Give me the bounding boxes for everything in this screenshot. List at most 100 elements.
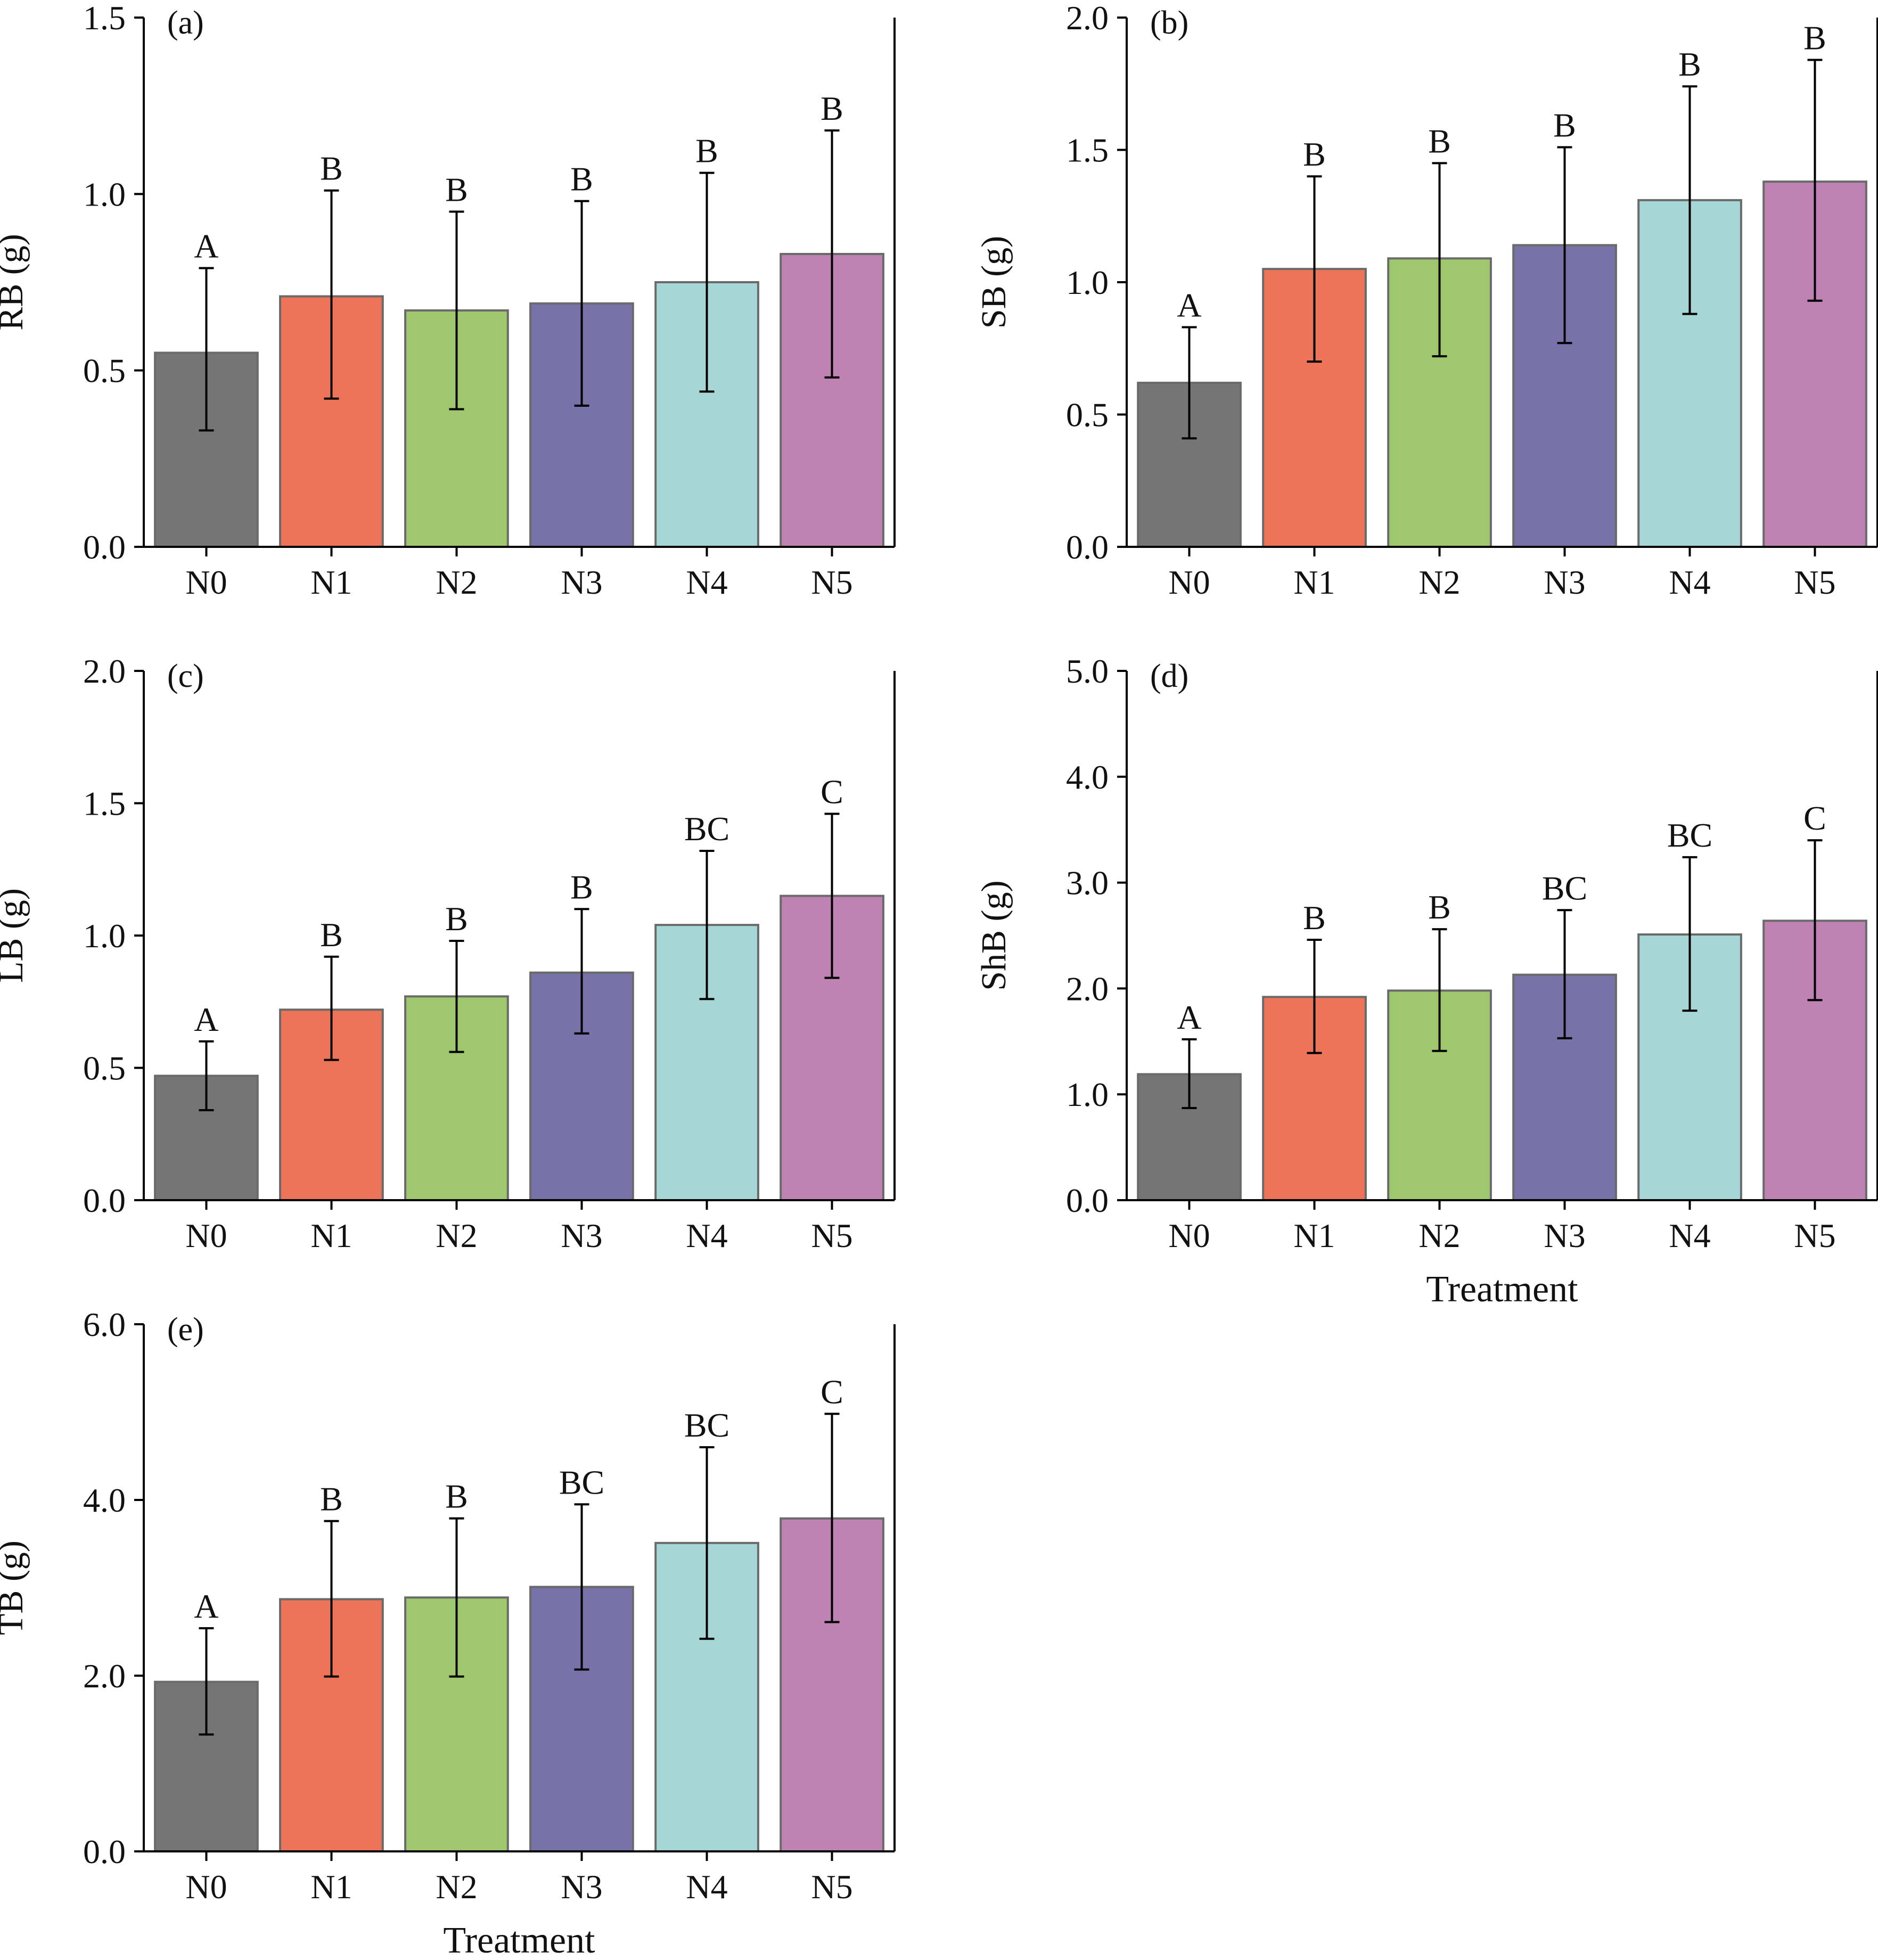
error-bar-n4: [699, 849, 715, 1000]
panel-tag: (e): [167, 1311, 204, 1348]
error-bar-n4: [1682, 85, 1697, 315]
panel-d: A N0 B N1 B N2 BC N3 BC N4 C N5 0.0 1.0 2.0 3.0 4.0 5.0 (d…: [974, 652, 1878, 1310]
x-tick-label: N1: [1293, 1217, 1335, 1254]
error-bar-n2: [1432, 162, 1447, 358]
x-tick-label: N0: [185, 563, 227, 601]
y-tick-label: 2.0: [83, 1657, 126, 1695]
x-tick-label: N4: [1669, 563, 1710, 601]
y-axis-title: RB (g): [0, 234, 30, 331]
significance-label: B: [445, 900, 468, 938]
error-bar-n5: [824, 1413, 840, 1623]
x-tick-label: N5: [1794, 1217, 1835, 1254]
x-axis-title: Treatment: [1426, 1269, 1578, 1310]
x-tick-label: N5: [811, 563, 852, 601]
y-axis-title: LB (g): [0, 888, 30, 983]
error-bar-n3: [574, 908, 589, 1035]
error-bar-n1: [1307, 938, 1322, 1054]
y-tick-label: 2.0: [83, 652, 126, 690]
error-bar-n0: [1182, 326, 1197, 440]
x-tick-label: N2: [1418, 563, 1460, 601]
x-tick-label: N2: [1418, 1217, 1460, 1254]
y-tick-label: 6.0: [83, 1306, 126, 1343]
error-bar-n5: [1807, 839, 1823, 1002]
significance-label: B: [570, 160, 593, 198]
significance-label: C: [821, 773, 843, 810]
significance-label: B: [320, 150, 343, 187]
panel-tag: (b): [1150, 5, 1188, 41]
x-tick-label: N3: [561, 1868, 602, 1906]
significance-label: B: [570, 868, 593, 906]
x-tick-label: N2: [436, 1868, 477, 1906]
panel-tag: (c): [167, 658, 204, 694]
error-bar-n3: [574, 200, 589, 407]
significance-label: A: [1177, 286, 1201, 324]
significance-label: B: [1678, 45, 1701, 83]
significance-label: B: [445, 1478, 468, 1515]
error-bar-n2: [449, 210, 464, 411]
significance-label: C: [1803, 799, 1826, 837]
y-tick-label: 0.5: [83, 352, 126, 390]
significance-label: B: [1428, 888, 1451, 926]
x-tick-label: N5: [811, 1217, 852, 1254]
x-tick-label: N4: [686, 1868, 727, 1906]
significance-label: B: [695, 132, 718, 170]
y-axis-title: TB (g): [0, 1540, 30, 1635]
significance-label: BC: [684, 810, 729, 848]
error-bar-n4: [699, 171, 715, 393]
y-tick-label: 0.0: [83, 1833, 126, 1871]
significance-label: B: [1303, 899, 1326, 937]
error-bar-n0: [199, 1627, 214, 1736]
y-tick-label: 1.5: [83, 785, 126, 823]
y-tick-label: 4.0: [1066, 758, 1109, 796]
error-bar-n4: [1682, 856, 1697, 1012]
significance-label: A: [1177, 998, 1201, 1036]
x-tick-label: N3: [561, 1217, 602, 1254]
y-tick-label: 0.0: [1066, 1182, 1109, 1219]
error-bar-n4: [699, 1446, 715, 1640]
y-tick-label: 1.0: [1066, 264, 1109, 301]
significance-label: B: [821, 89, 843, 127]
error-bar-n0: [199, 1040, 214, 1112]
error-bar-n2: [1432, 928, 1447, 1052]
error-bar-n2: [449, 939, 464, 1053]
significance-label: A: [194, 1587, 218, 1625]
x-tick-label: N3: [1544, 1217, 1585, 1254]
error-bar-n1: [324, 189, 339, 400]
y-tick-label: 1.0: [83, 917, 126, 955]
significance-label: B: [445, 170, 468, 208]
panel-e: A N0 B N1 B N2 BC N3 BC N4 C N5 0.0 2.0 4.0 6.0 (e) TB (g…: [0, 1306, 896, 1960]
y-tick-label: 1.5: [83, 0, 126, 37]
error-bar-n5: [824, 129, 840, 379]
y-tick-label: 2.0: [1066, 0, 1109, 37]
x-tick-label: N4: [686, 1217, 727, 1254]
y-tick-label: 4.0: [83, 1481, 126, 1519]
error-bar-n5: [824, 813, 840, 979]
significance-label: B: [1303, 135, 1326, 173]
significance-label: B: [1803, 19, 1826, 57]
y-tick-label: 0.5: [1066, 396, 1109, 434]
error-bar-n1: [324, 955, 339, 1061]
y-tick-label: 3.0: [1066, 864, 1109, 902]
y-tick-label: 0.0: [83, 528, 126, 566]
y-tick-label: 2.0: [1066, 970, 1109, 1007]
x-tick-label: N3: [1544, 563, 1585, 601]
significance-label: C: [821, 1373, 843, 1410]
y-tick-label: 1.0: [1066, 1076, 1109, 1113]
significance-label: BC: [1667, 816, 1712, 854]
significance-label: B: [1428, 122, 1451, 160]
x-tick-label: N1: [1293, 563, 1335, 601]
x-tick-label: N5: [1794, 563, 1835, 601]
x-tick-label: N1: [310, 563, 352, 601]
x-tick-label: N0: [185, 1217, 227, 1254]
significance-label: B: [320, 916, 343, 954]
y-tick-label: 1.0: [83, 175, 126, 213]
significance-label: B: [1553, 106, 1576, 144]
x-tick-label: N4: [686, 563, 727, 601]
x-tick-label: N3: [561, 563, 602, 601]
panel-c: A N0 B N1 B N2 B N3 BC N4 C N5 0.0 0.5 1.0 1.5 2.0 (c) LB …: [0, 652, 896, 1254]
significance-label: BC: [559, 1463, 604, 1501]
x-tick-label: N2: [436, 1217, 477, 1254]
error-bar-n2: [449, 1517, 464, 1678]
x-tick-label: N0: [1168, 1217, 1210, 1254]
